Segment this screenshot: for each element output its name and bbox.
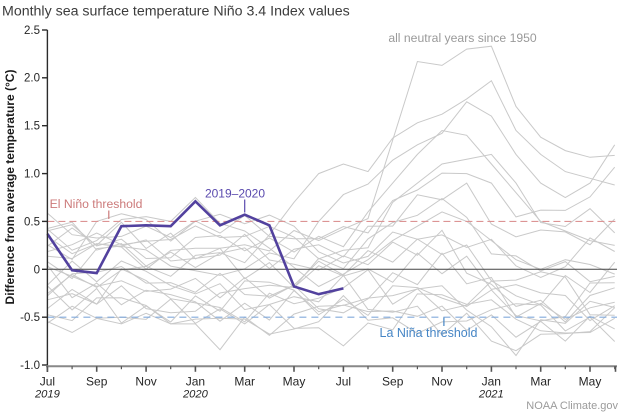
svg-text:Jul: Jul [336,375,351,389]
svg-text:Monthly sea surface temperatur: Monthly sea surface temperature Niño 3.4… [2,4,350,20]
svg-text:Difference from average temper: Difference from average temperature (°C) [3,70,17,305]
svg-text:2019: 2019 [34,389,60,401]
svg-text:Nov: Nov [135,375,156,389]
svg-text:NOAA Climate.gov: NOAA Climate.gov [526,400,618,412]
svg-text:all neutral years since 1950: all neutral years since 1950 [388,31,537,45]
svg-text:0: 0 [34,264,40,276]
svg-text:2020: 2020 [182,389,209,401]
svg-text:Jan: Jan [186,375,205,389]
svg-text:-0.5: -0.5 [20,312,40,324]
svg-text:El Niño threshold: El Niño threshold [50,197,143,211]
svg-text:La Niña threshold: La Niña threshold [380,326,478,340]
svg-text:Jul: Jul [40,375,55,389]
svg-text:Mar: Mar [530,375,551,389]
svg-text:Nov: Nov [431,375,452,389]
svg-text:1.5: 1.5 [24,121,40,133]
svg-text:0.5: 0.5 [24,216,40,228]
svg-text:May: May [579,375,602,389]
svg-text:2.0: 2.0 [24,73,40,85]
svg-text:2021: 2021 [478,389,504,401]
svg-text:May: May [283,375,306,389]
svg-text:Sep: Sep [382,375,404,389]
svg-text:Mar: Mar [234,375,255,389]
svg-text:-1.0: -1.0 [20,360,40,372]
svg-text:Jan: Jan [482,375,501,389]
svg-text:2.5: 2.5 [24,25,40,37]
svg-text:2019–2020: 2019–2020 [205,186,265,200]
svg-text:1.0: 1.0 [24,169,40,181]
svg-text:Sep: Sep [86,375,108,389]
